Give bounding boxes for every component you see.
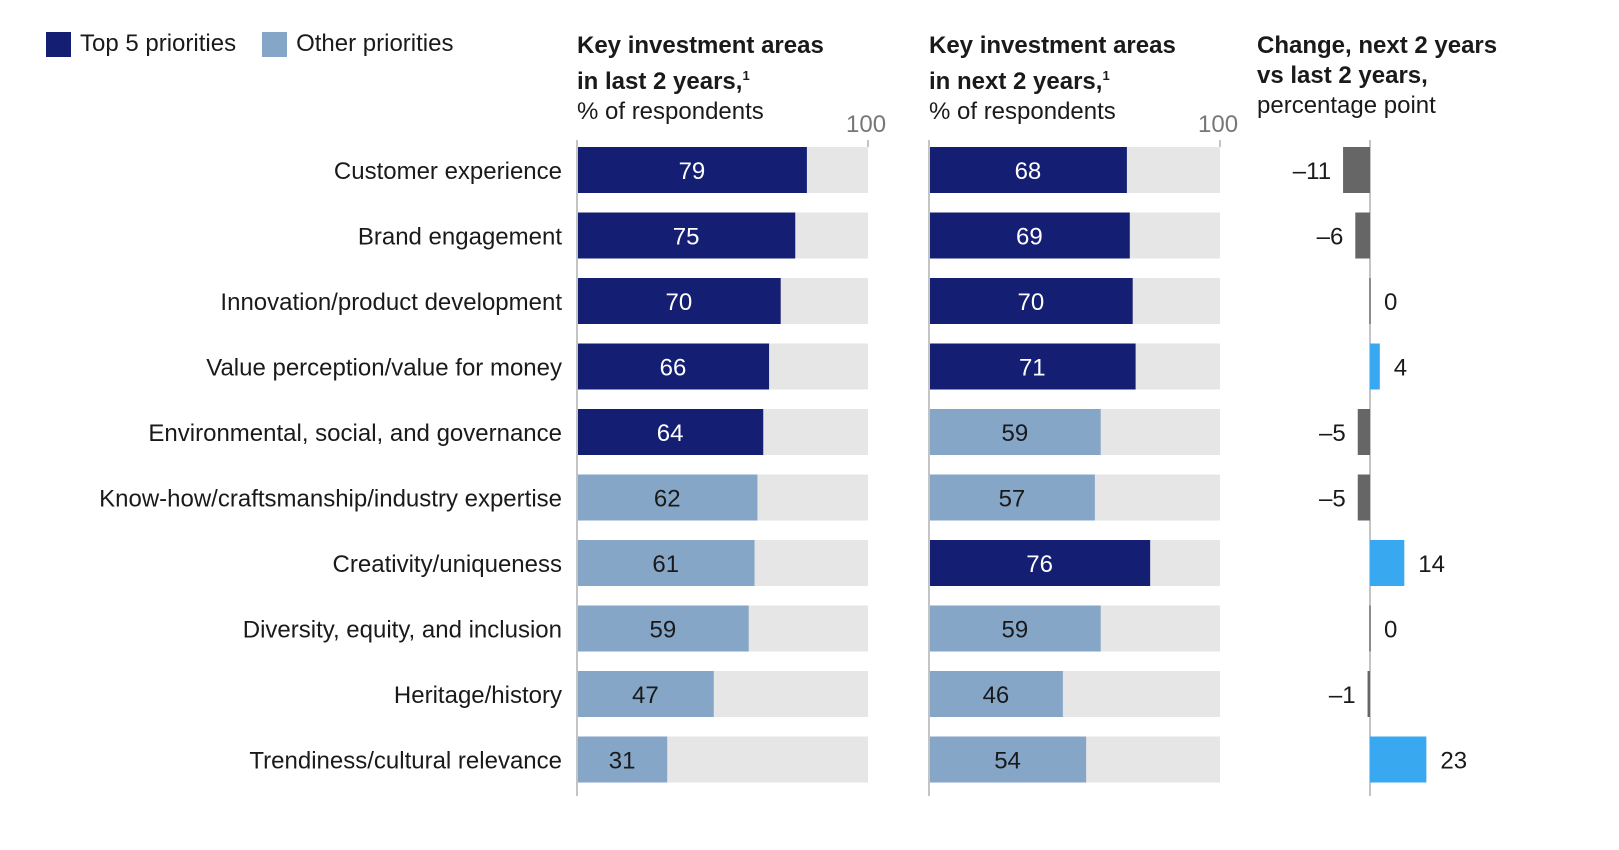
panel-title-last-line2: in last 2 years, — [577, 68, 743, 95]
bar-last — [578, 540, 755, 586]
panel-title-next-line1: Key investment areas — [929, 32, 1176, 59]
bar-next — [930, 540, 1151, 586]
bar-value-label-last: 61 — [652, 551, 679, 578]
bar-value-label-last: 64 — [657, 420, 684, 447]
bar-value-label-last: 75 — [673, 224, 700, 251]
bar-last — [578, 605, 749, 652]
change-value-label: –11 — [1293, 158, 1331, 185]
change-bar — [1367, 671, 1370, 717]
panel-title-last-line1: Key investment areas — [577, 32, 824, 59]
bar-value-label-next: 54 — [994, 748, 1021, 775]
panel-subtitle-next: % of respondents — [929, 98, 1116, 125]
bar-value-label-next: 70 — [1017, 289, 1044, 316]
change-bar — [1357, 474, 1370, 521]
change-value-label: –5 — [1319, 486, 1346, 513]
bar-next — [930, 605, 1101, 652]
bar-last — [578, 736, 668, 783]
bar-value-label-next: 57 — [999, 486, 1026, 513]
bar-last — [578, 278, 781, 324]
change-value-label: –6 — [1317, 224, 1344, 251]
change-bar — [1355, 212, 1370, 259]
bar-value-label-next: 71 — [1019, 355, 1046, 382]
bar-value-label-last: 66 — [660, 355, 687, 382]
panel-title-change-line1: Change, next 2 years — [1257, 32, 1498, 59]
legend-swatch-other — [262, 31, 288, 57]
category-label: Innovation/product development — [220, 289, 562, 316]
category-label: Brand engagement — [358, 224, 562, 251]
axis-max-label-next: 100 — [1198, 111, 1239, 138]
bar-value-label-next: 76 — [1026, 551, 1053, 578]
bar-next — [930, 343, 1136, 390]
panel-title-next: Key investment areas in next 2 years,1 %… — [929, 31, 1176, 127]
footnote-marker: 1 — [742, 68, 750, 83]
category-label: Diversity, equity, and inclusion — [243, 617, 562, 644]
category-label: Heritage/history — [394, 682, 562, 709]
change-value-label: –1 — [1329, 682, 1356, 709]
bar-value-label-next: 69 — [1016, 224, 1043, 251]
panel-title-last: Key investment areas in last 2 years,1 %… — [577, 31, 824, 127]
change-value-label: 23 — [1440, 748, 1467, 775]
panel-subtitle-change: percentage point — [1257, 92, 1436, 119]
legend-label-other: Other priorities — [296, 30, 454, 57]
footnote-marker: 1 — [1102, 68, 1110, 83]
bar-last — [578, 212, 796, 259]
change-bar — [1370, 540, 1405, 586]
category-label: Customer experience — [334, 158, 562, 185]
panel-title-change: Change, next 2 years vs last 2 years, pe… — [1257, 31, 1497, 121]
change-value-label: 0 — [1384, 289, 1397, 316]
category-label: Know-how/craftsmanship/industry expertis… — [99, 486, 562, 513]
bar-value-label-last: 31 — [609, 748, 636, 775]
bar-value-label-last: 59 — [649, 617, 676, 644]
bar-last — [578, 409, 764, 455]
category-label: Environmental, social, and governance — [148, 420, 562, 447]
panel-title-next-line2: in next 2 years, — [929, 68, 1103, 95]
category-label: Creativity/uniqueness — [333, 551, 562, 578]
change-bar — [1370, 736, 1427, 783]
bar-last — [578, 671, 714, 717]
category-label: Trendiness/cultural relevance — [249, 748, 562, 775]
change-value-label: 14 — [1418, 551, 1445, 578]
bar-next — [930, 409, 1101, 455]
bar-value-label-last: 70 — [665, 289, 692, 316]
change-bar — [1357, 409, 1370, 455]
panel-subtitle-last: % of respondents — [577, 98, 764, 125]
change-bar — [1370, 343, 1380, 390]
axis-max-label-last: 100 — [846, 111, 887, 138]
change-value-label: 4 — [1394, 355, 1407, 382]
bar-last — [578, 474, 758, 521]
bar-next — [930, 736, 1087, 783]
bar-value-label-last: 47 — [632, 682, 659, 709]
legend: Top 5 priorities Other priorities — [46, 30, 479, 58]
bar-last — [578, 147, 807, 193]
bar-next — [930, 212, 1130, 259]
bar-value-label-next: 46 — [983, 682, 1010, 709]
change-value-label: 0 — [1384, 617, 1397, 644]
bar-value-label-last: 79 — [679, 158, 706, 185]
bar-next — [930, 278, 1133, 324]
bar-next — [930, 671, 1063, 717]
legend-swatch-top5 — [46, 31, 71, 57]
bar-last — [578, 343, 770, 390]
bar-next — [930, 474, 1095, 521]
legend-label-top5: Top 5 priorities — [80, 30, 237, 57]
bar-next — [930, 147, 1127, 193]
bar-value-label-next: 68 — [1015, 158, 1042, 185]
category-label: Value perception/value for money — [206, 355, 562, 382]
legend-item-other: Other priorities — [262, 30, 453, 58]
bar-value-label-next: 59 — [1001, 617, 1028, 644]
change-bar — [1343, 147, 1370, 193]
legend-item-top5: Top 5 priorities — [46, 30, 236, 58]
bar-value-label-next: 59 — [1001, 420, 1028, 447]
panel-title-change-line2: vs last 2 years, — [1257, 62, 1428, 89]
change-value-label: –5 — [1319, 420, 1346, 447]
bar-value-label-last: 62 — [654, 486, 681, 513]
